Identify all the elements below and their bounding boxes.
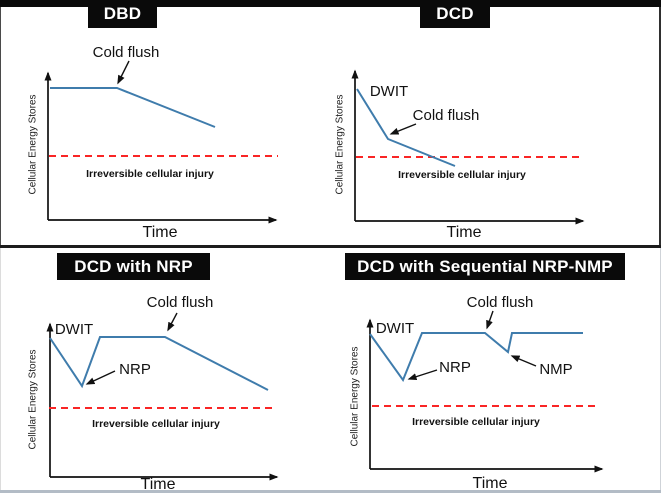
annotation-cold-flush: Cold flush <box>146 294 214 311</box>
panel-title-dbd: DBD <box>88 0 157 28</box>
bottom-border <box>0 490 661 493</box>
annotation-dwit: DWIT <box>369 83 409 100</box>
panel-title-dcd-nrp-nmp: DCD with Sequential NRP-NMP <box>345 253 625 280</box>
annotation-cold-flush: Cold flush <box>466 294 534 311</box>
y-axis-label: Cellular Energy Stores <box>349 346 361 447</box>
annotation-dwit: DWIT <box>54 321 94 338</box>
left-border-bottom <box>0 248 1 490</box>
y-axis-label: Cellular Energy Stores <box>27 349 39 450</box>
x-axis-label: Time <box>142 224 178 241</box>
left-border-top <box>0 7 1 245</box>
annotation-arrow <box>85 370 116 385</box>
energy-curve <box>49 336 269 391</box>
annotation-cold-flush: Cold flush <box>92 44 160 61</box>
panel-title-dcd: DCD <box>420 0 490 28</box>
annotation-dwit: DWIT <box>375 320 415 337</box>
top-border-bar <box>0 0 661 7</box>
annotation-nrp: NRP <box>439 359 471 376</box>
y-axis-label: Cellular Energy Stores <box>334 94 346 195</box>
x-axis-label: Time <box>140 476 176 493</box>
section-divider <box>0 245 661 248</box>
annotation-cold-flush: Cold flush <box>412 107 480 124</box>
annotation-nrp: NRP <box>119 361 151 378</box>
panel-chart-dcd-nrp-nmp <box>366 310 604 473</box>
annotation-arrow <box>510 355 537 367</box>
threshold-label: Irreversible cellular injury <box>86 168 214 180</box>
y-axis-label: Cellular Energy Stores <box>27 94 39 195</box>
x-axis-label: Time <box>472 475 508 492</box>
x-axis-label: Time <box>446 224 482 241</box>
annotation-arrow <box>167 312 178 332</box>
energy-curve <box>356 88 456 167</box>
annotation-arrow <box>389 123 417 135</box>
right-border-top <box>659 7 661 245</box>
threshold-label: Irreversible cellular injury <box>398 169 526 181</box>
annotation-arrow <box>117 60 130 85</box>
panel-chart-dcd-nrp <box>46 312 279 481</box>
panel-title-dcd-nrp: DCD with NRP <box>57 253 210 280</box>
panel-chart-dbd <box>44 60 278 224</box>
annotation-nmp: NMP <box>539 361 573 378</box>
annotation-arrow <box>486 310 494 330</box>
panel-chart-dcd <box>351 69 585 225</box>
threshold-label: Irreversible cellular injury <box>412 416 540 428</box>
annotation-arrow <box>407 369 438 381</box>
energy-curve <box>369 332 583 383</box>
threshold-label: Irreversible cellular injury <box>92 418 220 430</box>
energy-curve <box>50 87 216 128</box>
